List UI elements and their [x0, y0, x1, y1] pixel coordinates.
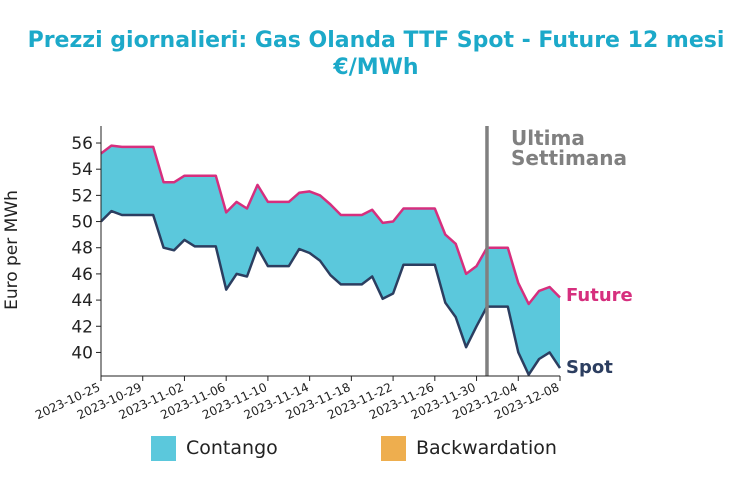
- series-label-spot: Spot: [566, 357, 613, 378]
- contango-area: [101, 145, 560, 375]
- y-tick-label: 54: [71, 160, 93, 180]
- legend-swatch-contango: [151, 435, 176, 461]
- y-tick-label: 56: [71, 134, 93, 154]
- legend-item-contango: Contango: [151, 435, 278, 461]
- y-tick-label: 52: [71, 186, 93, 206]
- series-label-future: Future: [566, 285, 633, 306]
- y-tick-label: 42: [71, 317, 93, 337]
- annotation-line2: Settimana: [511, 146, 627, 170]
- legend-swatch-backwardation: [381, 435, 406, 461]
- y-tick-label: 50: [71, 213, 93, 233]
- legend-item-backwardation: Backwardation: [381, 435, 557, 461]
- y-tick-label: 48: [71, 239, 93, 259]
- y-tick-label: 46: [71, 265, 93, 285]
- annotation-line1: Ultima: [511, 126, 585, 150]
- legend-label-backwardation: Backwardation: [416, 437, 557, 459]
- chart-title: Prezzi giornalieri: Gas Olanda TTF Spot …: [27, 28, 725, 53]
- y-tick-label: 44: [71, 291, 93, 311]
- chart-subtitle: €/MWh: [333, 55, 419, 80]
- y-tick-label: 40: [71, 343, 93, 363]
- legend-label-contango: Contango: [186, 437, 278, 459]
- y-axis-label: Euro per MWh: [2, 190, 22, 310]
- spot-line: [100, 209, 562, 376]
- future-line: [100, 144, 561, 306]
